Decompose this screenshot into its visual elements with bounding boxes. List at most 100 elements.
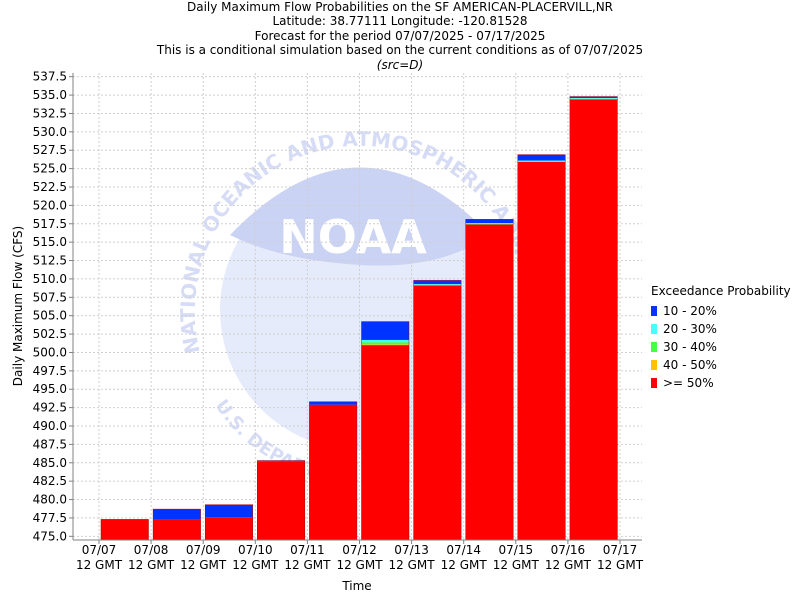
y-tick-label: 520.0 <box>33 198 67 212</box>
bar-segment-p30-40 <box>569 98 618 100</box>
x-tick-time: 12 GMT <box>336 558 383 572</box>
legend-label: 40 - 50% <box>663 358 717 372</box>
simulation-note: This is a conditional simulation based o… <box>156 43 644 58</box>
legend-item: >= 50% <box>651 374 791 392</box>
x-tick-date: 07/10 <box>238 543 273 557</box>
bar-segment-p20-30 <box>413 284 462 285</box>
bar-segment-p20-30 <box>517 160 566 162</box>
bar-segment-ge50 <box>309 404 357 540</box>
bar-segment-p20-30 <box>569 98 618 99</box>
bar-segment-p10-20 <box>309 401 357 405</box>
bar-segment-ge50 <box>361 345 409 540</box>
y-axis-label: Daily Maximum Flow (CFS) <box>11 226 25 386</box>
y-tick-label: 517.5 <box>33 217 67 231</box>
bar-segment-p10-20 <box>205 504 253 518</box>
y-tick-label: 530.0 <box>33 125 67 139</box>
legend-label: >= 50% <box>663 376 714 390</box>
legend: Exceedance Probability 10 - 20% 20 - 30% 3… <box>651 284 791 392</box>
x-tick-time: 12 GMT <box>284 558 331 572</box>
x-tick-time: 12 GMT <box>493 558 540 572</box>
x-tick-time: 12 GMT <box>545 558 592 572</box>
x-tick-time: 12 GMT <box>128 558 175 572</box>
y-tick-label: 477.5 <box>33 511 67 525</box>
y-tick-label: 512.5 <box>33 254 67 268</box>
y-tick-label: 475.0 <box>33 529 67 543</box>
y-tick-label: 510.0 <box>33 272 67 286</box>
bar-segment-ge50 <box>101 519 149 540</box>
y-tick-label: 522.5 <box>33 180 67 194</box>
y-tick-label: 532.5 <box>33 106 67 120</box>
bar-segment-p20-30 <box>465 223 514 224</box>
bar-segment-ge50 <box>413 285 462 540</box>
x-tick-time: 12 GMT <box>232 558 279 572</box>
bar-segment-p10-20 <box>361 321 409 340</box>
y-tick-label: 537.5 <box>33 70 67 84</box>
bar-segment-p30-40 <box>517 161 566 162</box>
legend-item: 30 - 40% <box>651 338 791 356</box>
y-tick-label: 490.0 <box>33 419 67 433</box>
legend-swatch <box>651 360 657 370</box>
bar-segment-ge50 <box>257 461 305 540</box>
y-tick-label: 500.0 <box>33 345 67 359</box>
bar-segment-p20-30 <box>361 339 409 343</box>
y-tick-label: 492.5 <box>33 401 67 415</box>
y-tick-label: 480.0 <box>33 493 67 507</box>
legend-item: 10 - 20% <box>651 302 791 320</box>
bar-segment-p10-20 <box>153 509 201 520</box>
bar-segment-p30-40 <box>465 223 514 225</box>
x-tick-time: 12 GMT <box>389 558 436 572</box>
x-tick-date: 07/12 <box>342 543 377 557</box>
x-tick-date: 07/11 <box>290 543 325 557</box>
x-tick-date: 07/09 <box>186 543 221 557</box>
legend-swatch <box>651 342 657 352</box>
y-tick-label: 515.0 <box>33 235 67 249</box>
x-tick-time: 12 GMT <box>180 558 227 572</box>
legend-label: 30 - 40% <box>663 340 717 354</box>
legend-item: 40 - 50% <box>651 356 791 374</box>
bar-segment-p10-20 <box>517 154 566 161</box>
bar-segment-p10-20 <box>413 280 462 285</box>
bar-series <box>100 96 618 541</box>
legend-title: Exceedance Probability <box>651 284 791 298</box>
bar-segment-ge50 <box>205 517 253 540</box>
grid-lines <box>73 73 642 540</box>
y-tick-label: 535.0 <box>33 88 67 102</box>
legend-label: 10 - 20% <box>663 304 717 318</box>
source-note: (src=D) <box>376 57 424 72</box>
y-tick-label: 495.0 <box>33 382 67 396</box>
bar-segment-ge50 <box>517 161 566 540</box>
watermark-noaa-text: NOAA <box>279 210 427 264</box>
x-tick-date: 07/07 <box>82 543 117 557</box>
bar-segment-p10-20 <box>465 219 514 224</box>
bar-segment-p40-50 <box>361 344 409 346</box>
chart-titles: Daily Maximum Flow Probabilities on the … <box>0 0 800 72</box>
x-tick-date: 07/14 <box>446 543 481 557</box>
legend-label: 20 - 30% <box>663 322 717 336</box>
legend-swatch <box>651 306 657 316</box>
legend-swatch <box>651 378 657 388</box>
bar-segment-p10-20 <box>569 96 618 99</box>
y-tick-label: 507.5 <box>33 290 67 304</box>
y-tick-label: 525.0 <box>33 162 67 176</box>
x-tick-date: 07/13 <box>394 543 429 557</box>
bar-segment-ge50 <box>465 224 514 540</box>
x-tick-time: 12 GMT <box>597 558 644 572</box>
bar-segment-p10-20 <box>257 460 305 462</box>
y-tick-label: 502.5 <box>33 327 67 341</box>
bar-segment-p30-40 <box>361 342 409 345</box>
forecast-period-subtitle: Forecast for the period 07/07/2025 - 07/… <box>254 28 546 43</box>
bar-segment-ge50 <box>153 519 201 540</box>
y-tick-label: 487.5 <box>33 437 67 451</box>
chart-axes <box>72 73 642 541</box>
x-tick-time: 12 GMT <box>76 558 123 572</box>
chart-title: Daily Maximum Flow Probabilities on the … <box>186 0 614 14</box>
x-tick-time: 12 GMT <box>441 558 488 572</box>
x-tick-date: 07/08 <box>134 543 169 557</box>
x-tick-date: 07/15 <box>499 543 534 557</box>
bar-segment-p30-40 <box>413 284 462 286</box>
y-tick-label: 527.5 <box>33 143 67 157</box>
legend-item: 20 - 30% <box>651 320 791 338</box>
x-axis-label: Time <box>341 579 371 593</box>
